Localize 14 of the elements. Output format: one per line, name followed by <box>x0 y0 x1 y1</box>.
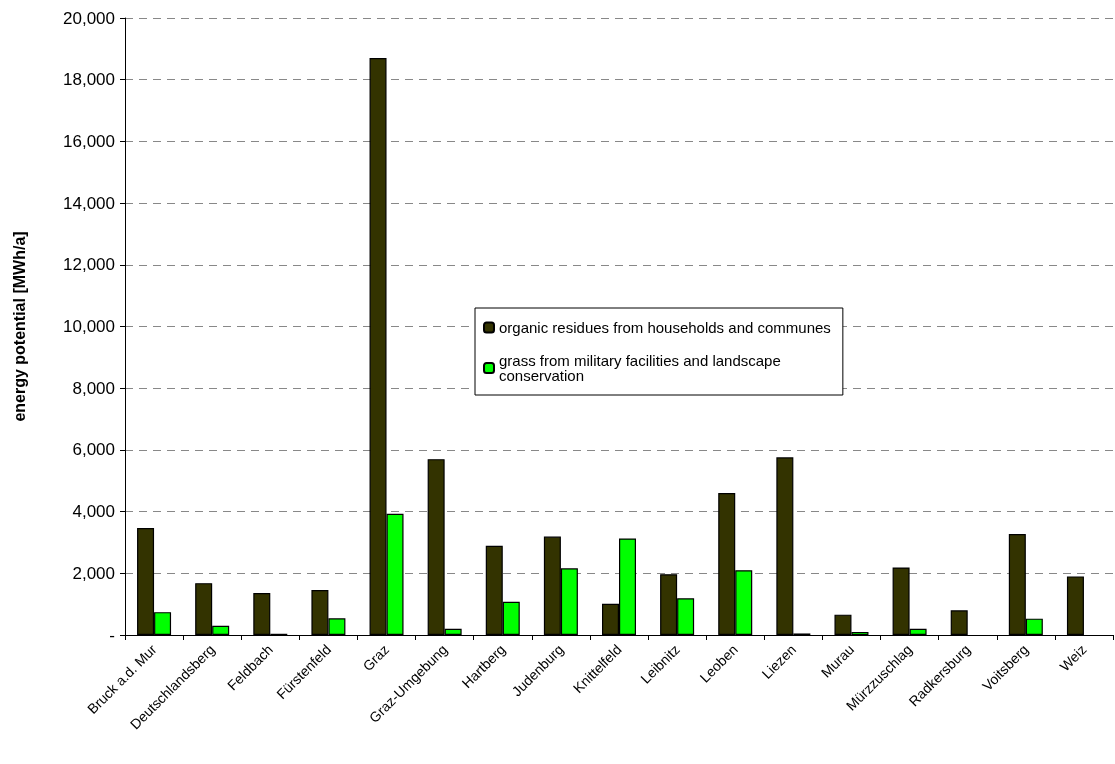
y-tick-label: 12,000 <box>63 255 115 275</box>
y-tick-label: 20,000 <box>63 8 115 28</box>
y-tick-label: 18,000 <box>63 70 115 90</box>
y-tick-label: 8,000 <box>72 378 115 398</box>
y-tick-label: 6,000 <box>72 440 115 460</box>
y-tick-label: 2,000 <box>72 563 115 583</box>
y-tick-label: 16,000 <box>63 131 115 151</box>
y-tick-label: 14,000 <box>63 193 115 213</box>
y-tick-label: - <box>109 625 115 645</box>
y-axis-title: energy potential [MWh/a] <box>10 231 28 422</box>
y-tick-label: 4,000 <box>72 502 115 522</box>
legend-label: organic residues from households and communes <box>499 319 831 336</box>
y-tick-label: 10,000 <box>63 317 115 336</box>
legend-label: grass from military facilities and landscape conservation <box>499 352 785 384</box>
